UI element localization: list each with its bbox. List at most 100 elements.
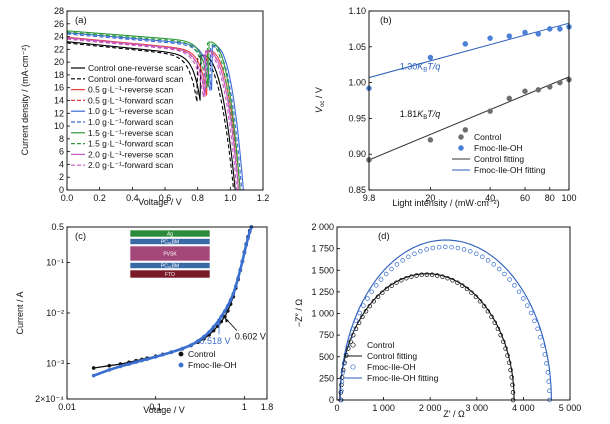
control-point xyxy=(353,326,359,332)
panel-b-plot: 1.30KBT/q1.81KBT/q xyxy=(366,22,572,163)
x-tick-label: 100 xyxy=(561,193,576,203)
y-tick-label: 4 xyxy=(59,159,64,169)
inset-layer xyxy=(129,245,211,262)
y-tick-label: 2 xyxy=(59,172,64,182)
inset-layer-label: Ag xyxy=(167,231,173,237)
annotation-0518: 0.518 V xyxy=(200,336,231,346)
control-point xyxy=(506,360,512,365)
control-point xyxy=(505,353,510,358)
fmoc-point xyxy=(480,254,485,260)
y-tick-label: 1 250 xyxy=(311,287,334,297)
fmoc-point xyxy=(535,31,542,37)
panel-a: (a) Voltage / V Current density / (mA·cm… xyxy=(20,6,269,207)
fmoc-point xyxy=(535,326,540,332)
fmoc-point xyxy=(389,266,394,272)
inset-layer xyxy=(129,269,211,279)
y-tick-label: 0.85 xyxy=(348,185,366,195)
legend-entry: Control fitting xyxy=(474,154,524,164)
fmoc-point xyxy=(365,296,370,301)
fmoc-point xyxy=(145,357,149,362)
y-tick-label: 250 xyxy=(319,373,334,383)
fmoc-point xyxy=(350,326,356,332)
fmoc-point xyxy=(180,346,185,351)
annotation-arrowhead xyxy=(217,321,222,326)
y-tick-label: 18 xyxy=(54,70,64,80)
slope-annotation-part: B xyxy=(423,115,427,121)
fmoc-point xyxy=(394,262,400,267)
control-point xyxy=(440,274,445,279)
y-tick-label: 1 750 xyxy=(311,244,334,254)
y-tick-label: 16 xyxy=(54,83,64,93)
fmoc-point xyxy=(219,314,224,319)
y-tick-label: 26 xyxy=(54,19,64,29)
control-point xyxy=(481,303,487,309)
fmoc-point xyxy=(516,289,522,294)
legend-entry: Control fitting xyxy=(367,351,417,361)
fmoc-point xyxy=(538,334,543,340)
y-tick-label: 750 xyxy=(319,330,334,340)
control-point xyxy=(435,273,440,278)
fmoc-point xyxy=(91,373,96,378)
legend-entry: Control xyxy=(188,349,216,359)
fmoc-point xyxy=(544,361,549,366)
legend-swatch xyxy=(178,351,184,357)
fmoc-point xyxy=(236,276,240,280)
panel-c: (c) Votage / V Current / A 0.01 0.1 1 1.8 2×… xyxy=(15,222,273,415)
panel-a-x-axis-label: Voltage / V xyxy=(138,197,182,207)
fmoc-point xyxy=(427,54,434,61)
fmoc-point xyxy=(545,370,551,375)
y-tick-label: 1.05 xyxy=(348,42,366,52)
control-point xyxy=(455,280,460,285)
fmoc-point xyxy=(238,267,243,272)
x-tick-label: 3 000 xyxy=(466,403,489,413)
fmoc-point xyxy=(507,277,512,282)
legend-entry: Control one-forward scan xyxy=(88,74,184,84)
panel-b-x-axis-label: Light intensity / (mW·cm⁻²) xyxy=(392,198,499,208)
fmoc-point xyxy=(107,368,112,372)
control-point xyxy=(492,320,498,325)
control-point xyxy=(498,332,503,338)
control-point xyxy=(489,314,494,320)
x-tick-label: 60 xyxy=(520,193,530,203)
control-fit-line xyxy=(368,76,570,161)
control-point xyxy=(462,127,469,133)
fmoc-point xyxy=(374,283,379,288)
control-point xyxy=(501,339,506,344)
fmoc-point xyxy=(340,370,346,375)
control-point xyxy=(346,346,351,351)
legend-entry: Control xyxy=(367,340,395,350)
fmoc-point xyxy=(345,343,351,348)
panel-c-x-axis-label: Votage / V xyxy=(143,405,185,415)
annotation-arrowhead xyxy=(224,317,229,323)
control-point xyxy=(495,326,501,332)
panel-a-y-axis-label: Current density / (mA·cm⁻²) xyxy=(20,45,30,156)
control-point xyxy=(509,375,514,380)
inset-layer xyxy=(129,229,211,238)
legend-entry: Control xyxy=(474,132,502,142)
x-tick-label: 1.0 xyxy=(224,193,237,203)
legend-entry: 1.5 g·L⁻¹-forward scan xyxy=(88,139,174,149)
panel-c-frame xyxy=(66,226,268,400)
fmoc-point xyxy=(211,325,216,329)
fmoc-point xyxy=(247,230,252,234)
panel-d-plot xyxy=(338,239,552,403)
fmoc-point xyxy=(242,250,247,255)
slope-annotation-part: K xyxy=(417,62,424,72)
fmoc-point xyxy=(348,334,353,340)
fmoc-point xyxy=(383,271,389,277)
fmoc-point xyxy=(522,29,528,36)
legend-entry: 0.5 g·L⁻¹-reverse scan xyxy=(88,85,174,95)
panel-d: (d) Z′ / Ω −Z″ / Ω 0 1 000 2 000 3 000 4 000… xyxy=(294,222,581,419)
fmoc-point xyxy=(485,258,491,263)
control-point xyxy=(522,88,528,94)
control-point xyxy=(384,286,390,292)
y-tick-label: 0.90 xyxy=(348,149,366,159)
fmoc-point xyxy=(528,310,534,316)
legend-entry: Fmoc-Ile-OH xyxy=(188,360,237,370)
x-tick-label: 2 000 xyxy=(419,403,442,413)
panel-b-label: (b) xyxy=(380,15,392,26)
slope-annotation: 1.81KBT/q xyxy=(400,109,441,121)
y-tick-label: 1.00 xyxy=(348,78,366,88)
panel-b: (b) Light intensity / (mW·cm⁻²) Voc / V … xyxy=(314,6,577,208)
